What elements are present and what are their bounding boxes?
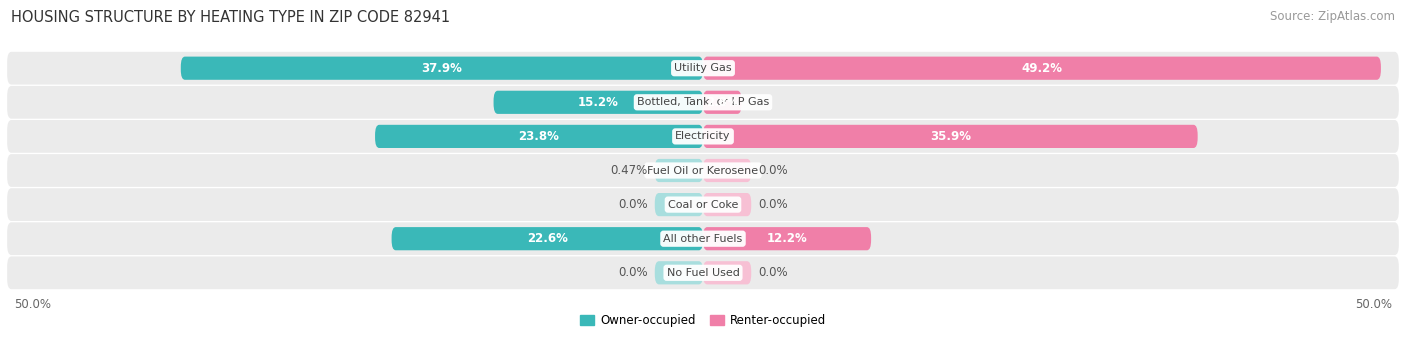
FancyBboxPatch shape xyxy=(7,52,1399,85)
FancyBboxPatch shape xyxy=(494,91,703,114)
FancyBboxPatch shape xyxy=(703,227,872,250)
FancyBboxPatch shape xyxy=(703,125,1198,148)
FancyBboxPatch shape xyxy=(7,120,1399,153)
FancyBboxPatch shape xyxy=(7,86,1399,119)
FancyBboxPatch shape xyxy=(655,159,703,182)
FancyBboxPatch shape xyxy=(392,227,703,250)
FancyBboxPatch shape xyxy=(655,193,703,216)
Text: 0.47%: 0.47% xyxy=(610,164,648,177)
FancyBboxPatch shape xyxy=(655,261,703,284)
Text: 0.0%: 0.0% xyxy=(619,266,648,279)
Text: 37.9%: 37.9% xyxy=(422,62,463,75)
FancyBboxPatch shape xyxy=(7,154,1399,187)
Text: 22.6%: 22.6% xyxy=(527,232,568,245)
Text: 50.0%: 50.0% xyxy=(1355,298,1392,311)
Text: Bottled, Tank, or LP Gas: Bottled, Tank, or LP Gas xyxy=(637,97,769,107)
Text: HOUSING STRUCTURE BY HEATING TYPE IN ZIP CODE 82941: HOUSING STRUCTURE BY HEATING TYPE IN ZIP… xyxy=(11,10,450,25)
Text: 35.9%: 35.9% xyxy=(929,130,970,143)
Legend: Owner-occupied, Renter-occupied: Owner-occupied, Renter-occupied xyxy=(575,309,831,331)
Text: 15.2%: 15.2% xyxy=(578,96,619,109)
Text: Electricity: Electricity xyxy=(675,131,731,142)
Text: Utility Gas: Utility Gas xyxy=(675,63,731,73)
Text: 0.0%: 0.0% xyxy=(758,266,787,279)
Text: Fuel Oil or Kerosene: Fuel Oil or Kerosene xyxy=(647,165,759,176)
Text: 0.0%: 0.0% xyxy=(758,164,787,177)
Text: No Fuel Used: No Fuel Used xyxy=(666,268,740,278)
Text: Coal or Coke: Coal or Coke xyxy=(668,199,738,210)
FancyBboxPatch shape xyxy=(375,125,703,148)
FancyBboxPatch shape xyxy=(7,222,1399,255)
FancyBboxPatch shape xyxy=(7,256,1399,289)
Text: 23.8%: 23.8% xyxy=(519,130,560,143)
Text: 49.2%: 49.2% xyxy=(1021,62,1063,75)
Text: All other Fuels: All other Fuels xyxy=(664,234,742,244)
FancyBboxPatch shape xyxy=(703,193,751,216)
Text: 0.0%: 0.0% xyxy=(619,198,648,211)
Text: Source: ZipAtlas.com: Source: ZipAtlas.com xyxy=(1270,10,1395,23)
Text: 12.2%: 12.2% xyxy=(766,232,807,245)
FancyBboxPatch shape xyxy=(7,188,1399,221)
Text: 0.0%: 0.0% xyxy=(758,198,787,211)
Text: 2.8%: 2.8% xyxy=(706,96,738,109)
Text: 50.0%: 50.0% xyxy=(14,298,51,311)
FancyBboxPatch shape xyxy=(703,159,751,182)
FancyBboxPatch shape xyxy=(181,57,703,80)
FancyBboxPatch shape xyxy=(703,57,1381,80)
FancyBboxPatch shape xyxy=(703,91,741,114)
FancyBboxPatch shape xyxy=(703,261,751,284)
